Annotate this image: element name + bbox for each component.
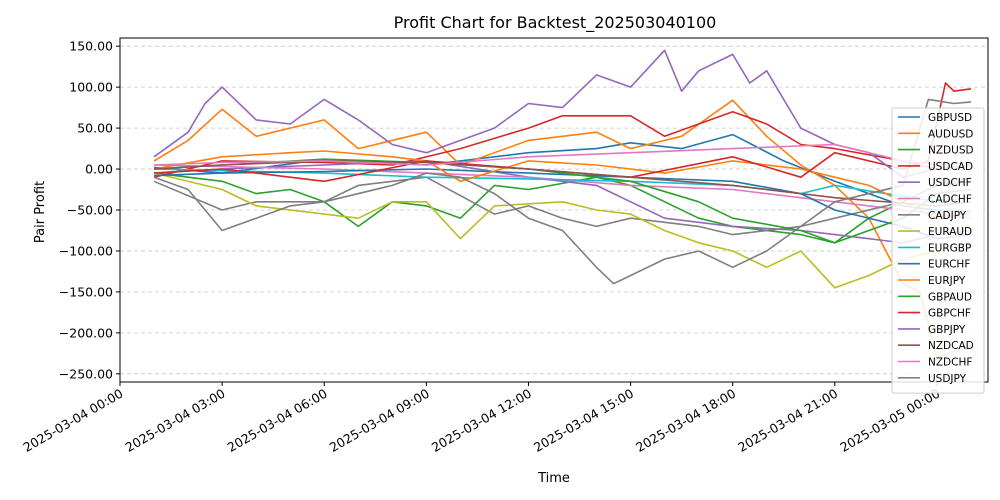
legend-entry: USDCHF xyxy=(928,177,972,189)
legend-entry: NZDUSD xyxy=(928,145,974,157)
y-tick-label: −100.00 xyxy=(59,243,113,258)
legend-entry: GBPAUD xyxy=(928,291,972,303)
legend-entry: GBPUSD xyxy=(928,112,972,124)
y-tick-label: −250.00 xyxy=(59,366,113,381)
y-tick-label: −50.00 xyxy=(67,203,113,218)
legend-entry: EURGBP xyxy=(928,242,971,254)
legend-entry: GBPJPY xyxy=(928,324,966,336)
series-line-usdjpy xyxy=(153,98,972,285)
y-tick-label: 150.00 xyxy=(69,39,113,54)
legend-box xyxy=(891,107,985,394)
series-line-cadchf xyxy=(153,164,972,219)
y-tick-label: 0.00 xyxy=(85,162,113,177)
legend-entry: NZDCHF xyxy=(928,357,972,369)
series-line-nzdcad xyxy=(153,160,972,207)
legend-entry: EURAUD xyxy=(928,226,972,238)
series-line-usdcad xyxy=(153,110,972,178)
x-axis-label: Time xyxy=(537,471,570,486)
y-tick-label: −150.00 xyxy=(59,284,113,299)
legend: GBPUSD AUDUSD NZDUSD USDCAD USDCHF CADCHF CADJ… xyxy=(891,107,985,394)
legend-entry: USDCAD xyxy=(928,161,973,173)
series-line-gbpchf xyxy=(153,82,972,183)
legend-entry: EURCHF xyxy=(928,259,970,271)
grid xyxy=(120,45,988,375)
y-axis-label: Pair Profit xyxy=(33,181,48,243)
series-line-nzdusd xyxy=(153,172,972,244)
series-line-gbpjpy xyxy=(153,49,972,178)
legend-entry: CADJPY xyxy=(928,210,967,222)
legend-entry: USDJPY xyxy=(928,373,967,385)
legend-entry: NZDCAD xyxy=(928,340,974,352)
legend-entry: EURJPY xyxy=(928,275,966,287)
y-tick-label: 50.00 xyxy=(77,121,113,136)
chart-title: Profit Chart for Backtest_202503040100 xyxy=(394,13,717,33)
legend-entry: GBPCHF xyxy=(928,308,971,320)
series-line-euraud xyxy=(153,172,972,289)
series-line-cadjpy xyxy=(153,176,972,236)
y-tick-label: 100.00 xyxy=(69,80,113,95)
y-tick-label: −200.00 xyxy=(59,325,113,340)
y-axis: 150.00 100.00 50.00 0.00 −50.00 −100.00 −150.0… xyxy=(59,39,120,381)
legend-entry: CADCHF xyxy=(928,194,972,206)
legend-entry: AUDUSD xyxy=(928,128,973,140)
